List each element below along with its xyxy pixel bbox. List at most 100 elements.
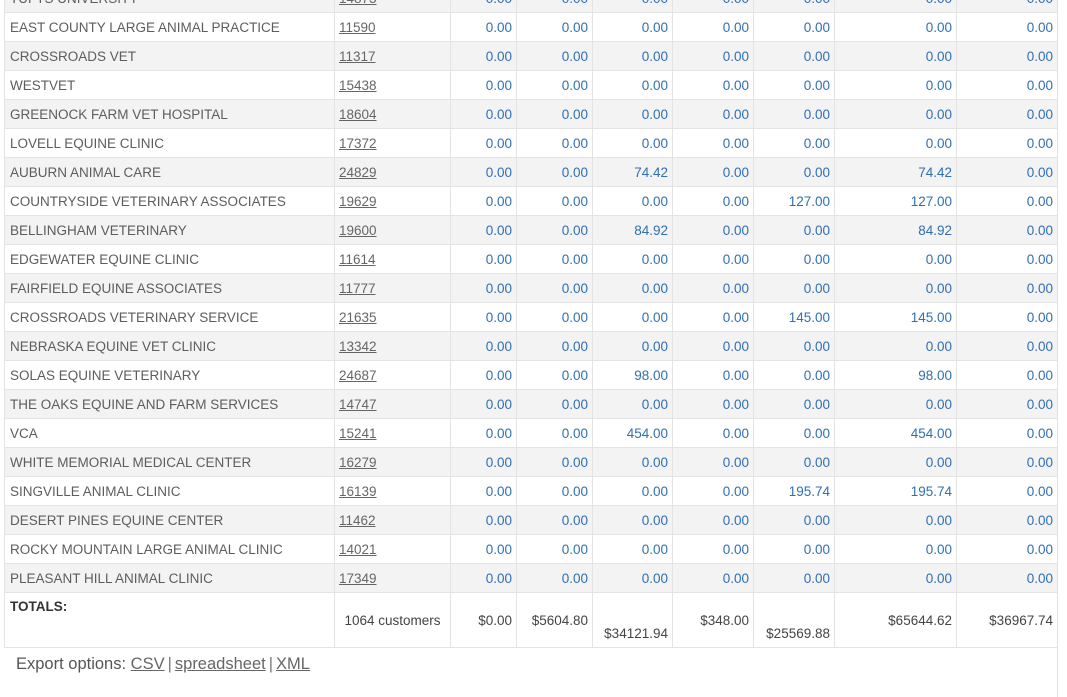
value-cell: 0.00 [516, 12, 593, 42]
customer-id-link[interactable]: 14873 [339, 0, 377, 6]
value-cell: 0.00 [956, 215, 1058, 245]
export-spreadsheet-link[interactable]: spreadsheet [174, 655, 266, 673]
customer-id-link[interactable]: 11590 [339, 19, 376, 35]
total-value: $5604.80 [516, 592, 593, 648]
value-cell: 0.00 [592, 273, 673, 303]
value-cell: 0.00 [672, 534, 754, 564]
value-cell: 0.00 [450, 302, 517, 332]
table-row: AUBURN ANIMAL CARE 24829 0.00 0.00 74.42 0.00… [4, 157, 1058, 187]
customer-id-link[interactable]: 24687 [339, 367, 377, 383]
customer-id-cell: 18604 [334, 99, 451, 129]
customer-id-link[interactable]: 18604 [339, 106, 377, 122]
export-csv-link[interactable]: CSV [130, 655, 165, 673]
value-cell: 0.00 [592, 128, 673, 158]
customer-name: GREENOCK FARM VET HOSPITAL [4, 99, 335, 129]
customer-name: THE OAKS EQUINE AND FARM SERVICES [4, 389, 335, 419]
customer-id-link[interactable]: 11317 [339, 48, 376, 64]
value-cell: 0.00 [956, 70, 1058, 100]
value-cell: 0.00 [956, 12, 1058, 42]
customer-id-link[interactable]: 14747 [339, 396, 377, 412]
customer-name: WESTVET [4, 70, 335, 100]
customer-id-link[interactable]: 14021 [339, 541, 377, 557]
value-cell: 0.00 [753, 12, 835, 42]
customer-name: FAIRFIELD EQUINE ASSOCIATES [4, 273, 335, 303]
value-cell: 0.00 [753, 389, 835, 419]
value-cell: 0.00 [592, 389, 673, 419]
value-cell: 0.00 [834, 99, 957, 129]
table-row: EAST COUNTY LARGE ANIMAL PRACTICE 11590 0.… [4, 12, 1058, 42]
value-cell: 0.00 [516, 418, 593, 448]
value-cell: 0.00 [516, 273, 593, 303]
customer-id-cell: 14021 [334, 534, 451, 564]
customer-id-link[interactable]: 11614 [339, 251, 376, 267]
value-cell: 0.00 [834, 505, 957, 535]
value-cell: 0.00 [592, 0, 673, 13]
value-cell: 74.42 [592, 157, 673, 187]
customer-id-cell: 16139 [334, 476, 451, 506]
customer-id-link[interactable]: 13342 [339, 338, 377, 354]
customer-id-link[interactable]: 17349 [339, 570, 377, 586]
table-row: DESERT PINES EQUINE CENTER 11462 0.00 0.00 0… [4, 505, 1058, 535]
value-cell: 0.00 [516, 447, 593, 477]
value-cell: 0.00 [672, 186, 754, 216]
value-cell: 98.00 [592, 360, 673, 390]
table-row: SINGVILLE ANIMAL CLINIC 16139 0.00 0.00 0.00… [4, 476, 1058, 506]
value-cell: 0.00 [516, 99, 593, 129]
value-cell: 0.00 [672, 389, 754, 419]
value-cell: 0.00 [834, 70, 957, 100]
customer-name: SOLAS EQUINE VETERINARY [4, 360, 335, 390]
customer-id-link[interactable]: 21635 [339, 309, 377, 325]
customer-id-link[interactable]: 15241 [339, 425, 377, 441]
table-row: THE OAKS EQUINE AND FARM SERVICES 14747 0.… [4, 389, 1058, 419]
value-cell: 84.92 [834, 215, 957, 245]
customer-id-link[interactable]: 17372 [339, 135, 377, 151]
value-cell: 454.00 [592, 418, 673, 448]
value-cell: 0.00 [450, 215, 517, 245]
customer-id-link[interactable]: 19629 [339, 193, 377, 209]
total-value: $36967.74 [956, 592, 1058, 648]
customer-id-link[interactable]: 15438 [339, 77, 377, 93]
customer-id-link[interactable]: 11777 [339, 280, 376, 296]
value-cell: 0.00 [450, 534, 517, 564]
value-cell: 0.00 [834, 0, 957, 13]
value-cell: 127.00 [834, 186, 957, 216]
customer-report-table: TUFTS UNIVERSITY 14873 0.00 0.00 0.00 0.… [4, 0, 1058, 648]
value-cell: 0.00 [956, 360, 1058, 390]
value-cell: 0.00 [516, 128, 593, 158]
total-value: $348.00 [672, 592, 754, 648]
customer-id-cell: 13342 [334, 331, 451, 361]
value-cell: 0.00 [753, 331, 835, 361]
customer-id-cell: 19600 [334, 215, 451, 245]
customer-name: TUFTS UNIVERSITY [4, 0, 335, 13]
customer-id-link[interactable]: 11462 [339, 512, 376, 528]
total-value: $34121.94 [592, 592, 673, 648]
table-row: WESTVET 15438 0.00 0.00 0.00 0.00 0.00 0.00 0.00 [4, 70, 1058, 100]
customer-id-cell: 15241 [334, 418, 451, 448]
value-cell: 0.00 [956, 389, 1058, 419]
value-cell: 0.00 [592, 476, 673, 506]
customer-id-link[interactable]: 16139 [339, 483, 377, 499]
value-cell: 0.00 [450, 418, 517, 448]
customer-id-link[interactable]: 16279 [339, 454, 377, 470]
customer-id-cell: 19629 [334, 186, 451, 216]
customer-id-cell: 21635 [334, 302, 451, 332]
value-cell: 0.00 [450, 244, 517, 274]
customer-id-cell: 11614 [334, 244, 451, 274]
value-cell: 0.00 [450, 563, 517, 593]
table-row: CROSSROADS VET 11317 0.00 0.00 0.00 0.00 0.00 0… [4, 41, 1058, 71]
export-xml-link[interactable]: XML [276, 655, 310, 673]
value-cell: 0.00 [516, 186, 593, 216]
customer-id-link[interactable]: 24829 [339, 164, 377, 180]
value-cell: 0.00 [450, 273, 517, 303]
value-cell: 0.00 [956, 128, 1058, 158]
value-cell: 0.00 [516, 302, 593, 332]
value-cell: 0.00 [834, 331, 957, 361]
table-row: VCA 15241 0.00 0.00 454.00 0.00 0.00 454.00 0.00 [4, 418, 1058, 448]
value-cell: 0.00 [450, 128, 517, 158]
value-cell: 0.00 [592, 12, 673, 42]
customer-name: CROSSROADS VETERINARY SERVICE [4, 302, 335, 332]
value-cell: 0.00 [672, 418, 754, 448]
customer-id-link[interactable]: 19600 [339, 222, 377, 238]
value-cell: 0.00 [753, 99, 835, 129]
export-options: Export options: CSV | spreadsheet | XML [16, 655, 310, 674]
